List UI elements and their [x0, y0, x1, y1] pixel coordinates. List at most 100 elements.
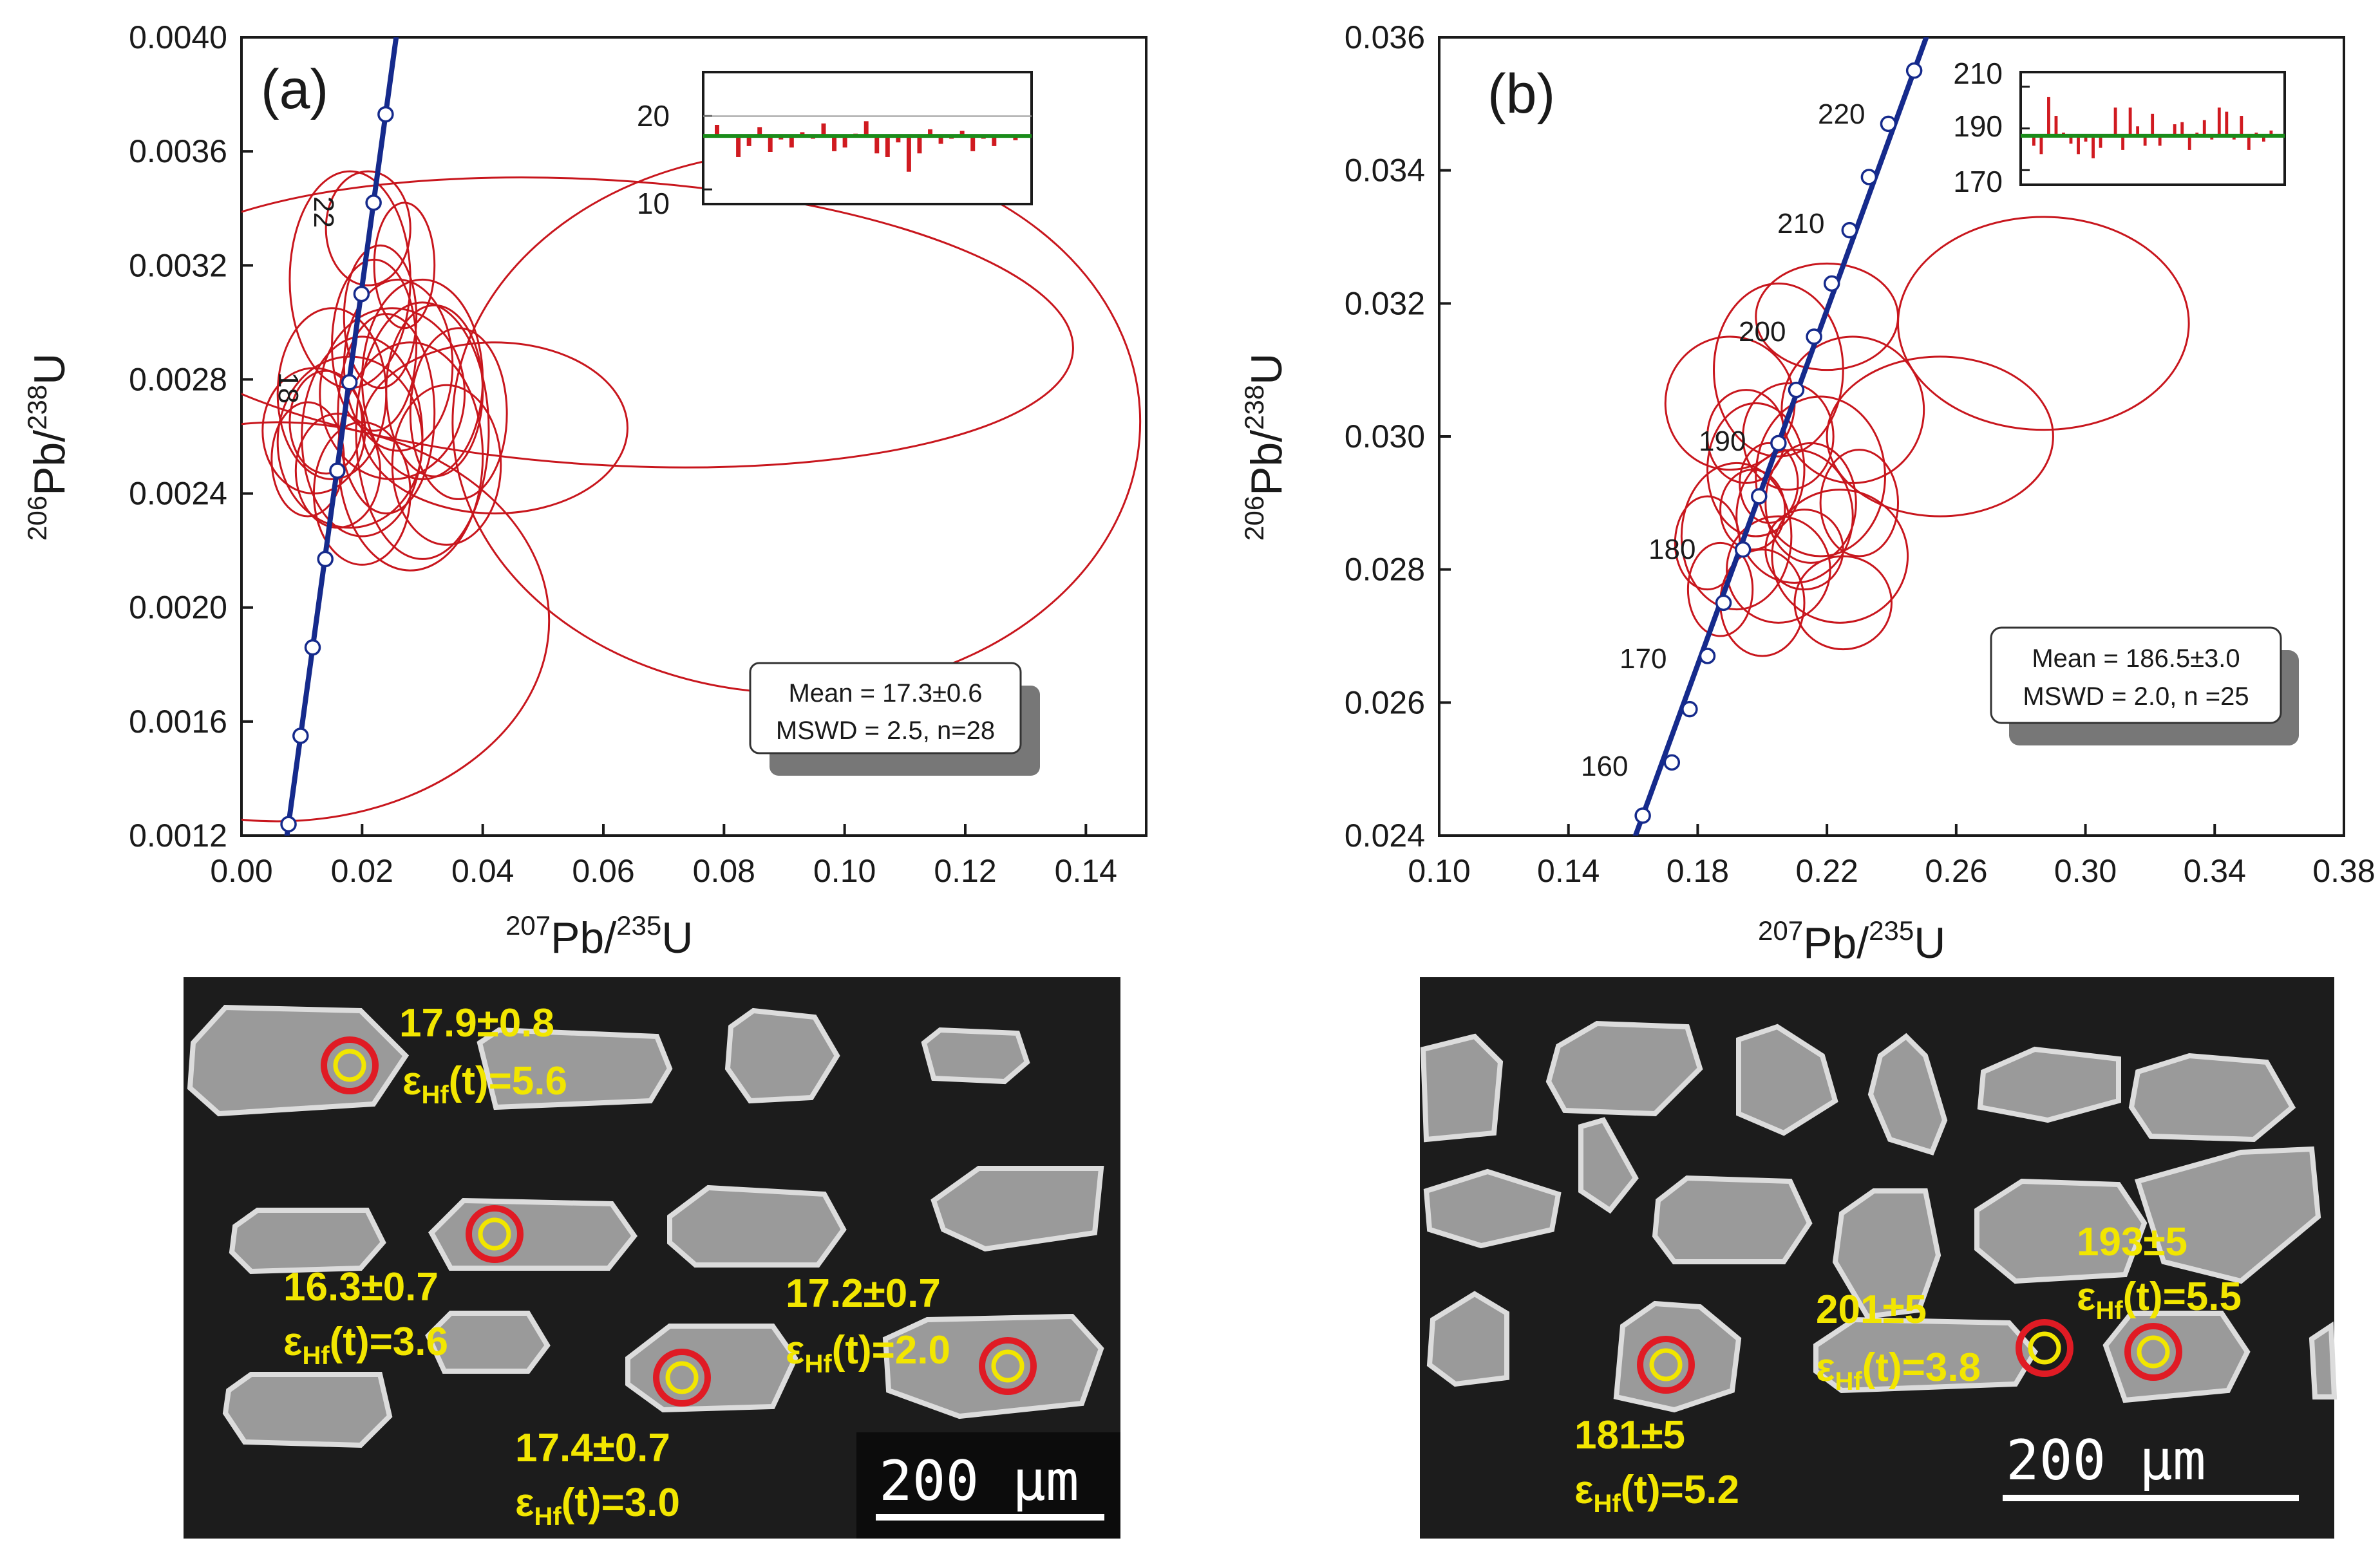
eps-annotation-b1: εHf(t)=3.8: [1816, 1345, 1981, 1396]
age-label-190: 190: [1699, 426, 1746, 457]
error-ellipse: [241, 176, 1074, 469]
mean-label-a: Mean = 17.3±0.6: [788, 679, 982, 707]
cl-image-a: 17.9±0.8 εHf(t)=5.6 16.3±0.7 εHf(t)=3.6 …: [184, 977, 1120, 1539]
y-tick-label: 0.034: [1345, 153, 1425, 189]
error-ellipse: [1680, 462, 1793, 611]
x-tick-label: 0.06: [572, 853, 634, 889]
inset-bar: [2225, 111, 2229, 136]
error-ellipse: [355, 301, 490, 560]
inset-tick-210: 210: [1953, 57, 2003, 90]
inset-bar: [2217, 108, 2221, 136]
error-ellipse: [1819, 449, 1900, 557]
error-ellipse: [1739, 442, 1799, 524]
y-tick-label: 0.036: [1345, 19, 1425, 55]
inset-bar: [2084, 135, 2088, 142]
scale-bar-a: [876, 1514, 1104, 1521]
eps-annotation-a3: εHf(t)=2.0: [786, 1328, 950, 1378]
inset-bar: [2269, 130, 2273, 136]
inset-bar: [2262, 135, 2265, 142]
inset-bar: [832, 136, 837, 151]
error-ellipse: [1764, 442, 1857, 564]
concordia-age-marker: [1806, 328, 1822, 345]
y-tick-label: 0.0012: [129, 818, 227, 854]
inset-bar: [2128, 108, 2132, 136]
error-ellipse: [1726, 515, 1831, 624]
concordia-age-marker: [1880, 115, 1897, 133]
y-tick-label: 0.0040: [129, 19, 227, 55]
concordia-age-marker: [1681, 700, 1698, 718]
inset-bar: [2069, 135, 2073, 144]
inset-bar: [2047, 97, 2050, 136]
concordia-age-marker: [353, 285, 370, 303]
inset-bar: [821, 123, 826, 137]
inset-bar: [2151, 113, 2155, 136]
y-tick-label: 0.0024: [129, 476, 227, 512]
error-ellipse: [1764, 509, 1844, 591]
concordia-age-marker: [1715, 594, 1732, 612]
eps-annotation-a1: εHf(t)=5.6: [402, 1059, 567, 1109]
error-ellipse: [1771, 489, 1909, 624]
inset-bar: [2039, 135, 2043, 154]
concordia-age-marker: [341, 374, 358, 391]
age-label-170: 170: [1620, 643, 1667, 675]
error-ellipse: [276, 307, 388, 480]
inset-chart-b: 210 190 170: [1953, 57, 2286, 198]
panel-label-a: (a): [261, 59, 328, 120]
inset-bar: [757, 127, 762, 137]
scale-label-b: 200 μm: [2006, 1428, 2206, 1493]
x-tick-label: 0.14: [1055, 853, 1117, 889]
inset-bar: [874, 136, 880, 154]
inset-bar: [2032, 135, 2035, 146]
age-annotation-a1: 17.9±0.8: [399, 1001, 554, 1045]
error-ellipse: [1755, 262, 1900, 371]
inset-bar: [2202, 120, 2206, 136]
inset-bar: [970, 136, 976, 151]
x-axis-label-b: 207Pb/235U: [1758, 915, 1945, 968]
y-tick-label: 0.032: [1345, 285, 1425, 321]
x-tick-label: 0.18: [1667, 853, 1729, 889]
inset-bar: [2077, 135, 2080, 154]
age-label-160: 160: [1581, 751, 1628, 782]
age-annotation-b3: 181±5: [1574, 1413, 1685, 1457]
x-tick-label: 0.10: [813, 853, 876, 889]
inset-bar: [2092, 135, 2095, 158]
x-tick-label: 0.30: [2054, 853, 2117, 889]
eps-annotation-b3: εHf(t)=5.2: [1574, 1468, 1739, 1518]
y-tick-label: 0.0020: [129, 590, 227, 626]
error-ellipse: [1793, 555, 1893, 651]
inset-bar: [2173, 124, 2177, 136]
x-axis-label-a: 207Pb/235U: [505, 910, 693, 962]
concordia-age-marker: [377, 106, 394, 123]
y-tick-label: 0.024: [1345, 818, 1425, 854]
x-tick-label: 0.22: [1795, 853, 1858, 889]
inset-bar: [992, 136, 997, 146]
error-ellipse: [409, 327, 508, 500]
x-tick-label: 0.38: [2312, 853, 2375, 889]
inset-tick-20: 20: [637, 99, 670, 133]
inset-tick-10: 10: [637, 187, 670, 220]
y-tick-label: 0.0028: [129, 361, 227, 397]
error-ellipse: [1742, 382, 1835, 491]
inset-bar: [715, 125, 719, 137]
inset-bar: [906, 136, 911, 172]
x-tick-label: 0.26: [1925, 853, 1987, 889]
concordia-age-marker: [1841, 221, 1858, 239]
inset-bar: [959, 131, 965, 137]
zircon-grains-b: [1420, 1020, 2338, 1413]
age-label-220: 220: [1818, 98, 1865, 130]
analysis-spots-a: [321, 1036, 1037, 1407]
age-annotation-a3: 17.2±0.7: [786, 1271, 941, 1316]
x-tick-label: 0.00: [210, 853, 272, 889]
eps-annotation-b2: εHf(t)=5.5: [2077, 1275, 2242, 1325]
age-annotation-b2: 193±5: [2077, 1220, 2187, 1264]
x-tick-label: 0.34: [2184, 853, 2246, 889]
cl-image-b: 201±5 εHf(t)=3.8 193±5 εHf(t)=5.5 181±5 …: [1420, 977, 2338, 1539]
scale-label-a: 200 μm: [879, 1449, 1079, 1513]
inset-bar: [864, 121, 869, 137]
inset-bar: [2054, 116, 2058, 136]
concordia-age-marker: [329, 462, 346, 479]
x-tick-label: 0.12: [934, 853, 996, 889]
error-ellipse: [373, 201, 436, 330]
x-tick-label: 0.14: [1537, 853, 1600, 889]
